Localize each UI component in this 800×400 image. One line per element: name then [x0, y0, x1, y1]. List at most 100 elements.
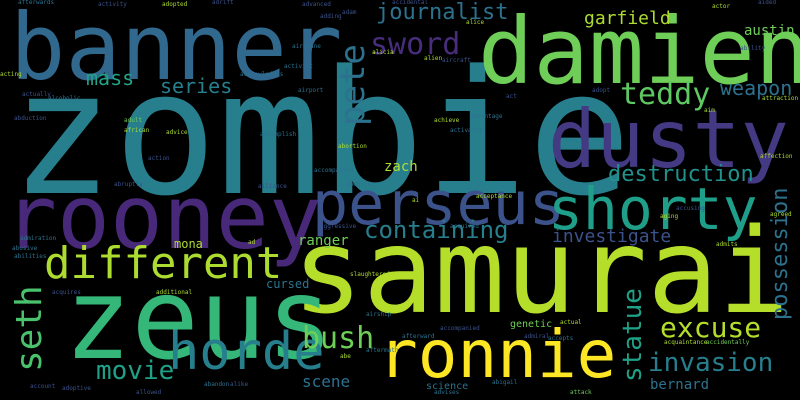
word-accomplish: accomplish: [260, 131, 297, 138]
word-aggressive: aggressive: [320, 223, 357, 230]
word-actual: actual: [560, 319, 582, 326]
word-ranger: ranger: [298, 233, 349, 249]
word-series: series: [160, 74, 233, 98]
word-excuse: excuse: [660, 311, 762, 344]
word-afterwards: afterwards: [18, 0, 55, 6]
word-abusive: abusive: [12, 245, 38, 252]
word-abduction: abduction: [14, 115, 47, 122]
word-account: account: [30, 383, 56, 390]
word-afterward: afterward: [402, 333, 435, 340]
word-horde: horde: [168, 322, 325, 382]
word-zach: zach: [384, 159, 418, 175]
word-activity: activity: [98, 1, 127, 8]
word-rooney: rooney: [4, 166, 322, 269]
word-adopt: adopt: [592, 87, 611, 94]
word-zombie: zombie: [10, 33, 632, 234]
word-advice: advice: [166, 129, 188, 136]
word-acquaintance: acquaintance: [664, 339, 708, 346]
word-aided: aided: [758, 0, 777, 6]
word-abandon: abandon: [204, 381, 230, 388]
word-mona: mona: [174, 237, 203, 251]
word-journalist: journalist: [376, 0, 509, 25]
word-activist: activist: [284, 63, 313, 70]
word-accusing: accusing: [676, 205, 705, 212]
word-adopted: adopted: [162, 1, 188, 8]
word-accidentally: accidentally: [706, 339, 750, 346]
word-actor: actor: [712, 3, 731, 10]
word-sword: sword: [370, 27, 461, 62]
word-advanced: advanced: [302, 1, 331, 8]
word-austin: austin: [744, 23, 795, 39]
word-adoptive: adoptive: [62, 385, 91, 392]
word-movie: movie: [96, 356, 175, 386]
word-accompanies: accompanies: [314, 167, 354, 174]
word-genetic: genetic: [510, 319, 553, 330]
word-acquired: acquired: [450, 223, 479, 230]
word-affection: affection: [760, 153, 793, 160]
word-attraction: attraction: [762, 95, 799, 102]
word-slaughtered: slaughtered: [350, 271, 390, 278]
word-additional: additional: [156, 289, 193, 296]
word-airship: airship: [366, 311, 392, 318]
word-alien: alien: [424, 55, 443, 62]
word-dusty: dusty: [548, 93, 789, 186]
word-alliance: alliance: [258, 183, 287, 190]
word-banner: banner: [10, 0, 343, 101]
word-adding: adding: [320, 13, 342, 20]
word-containing: containing: [364, 216, 509, 244]
word-bush: bush: [302, 321, 375, 356]
word-abilities: abilities: [14, 253, 47, 260]
word-aircraft: aircraft: [442, 57, 471, 64]
word-attack: attack: [570, 389, 592, 396]
word-zeus: zeus: [64, 255, 334, 385]
word-invasion: invasion: [648, 348, 774, 378]
word-possession: possession: [768, 187, 793, 320]
word-abigail: abigail: [492, 379, 518, 386]
word-mass: mass: [86, 66, 135, 90]
word-agreed: agreed: [770, 211, 792, 218]
word-damien: damien: [478, 0, 800, 105]
word-admiration: admiration: [20, 235, 57, 242]
word-accidental: accidental: [392, 0, 429, 6]
word-shorty: shorty: [548, 175, 758, 243]
word-ability: ability: [740, 45, 766, 52]
word-achieve: achieve: [434, 117, 460, 124]
word-abe: abe: [340, 353, 351, 360]
word-advantage: advantage: [470, 113, 503, 120]
word-activates: activates: [450, 127, 483, 134]
word-accepts: accepts: [548, 335, 574, 342]
word-acknowledges: acknowledges: [240, 71, 284, 78]
word-ai: ai: [412, 197, 420, 204]
word-abruptly: abruptly: [114, 181, 143, 188]
word-acceptance: acceptance: [476, 193, 513, 200]
word-adam: adam: [342, 9, 357, 16]
word-adult: adult: [124, 117, 143, 124]
word-action: action: [148, 155, 170, 162]
word-perseus: perseus: [312, 169, 565, 239]
word-teddy: teddy: [620, 77, 711, 112]
word-alcoholic: alcoholic: [48, 95, 81, 102]
word-ad: ad: [248, 239, 256, 246]
word-acting: acting: [0, 71, 22, 78]
word-aftermath: aftermath: [366, 347, 399, 354]
word-scene: scene: [302, 372, 351, 391]
word-african: african: [124, 127, 150, 134]
word-ronnie: ronnie: [378, 316, 617, 393]
word-aging: aging: [660, 213, 679, 220]
word-admiral: admiral: [524, 333, 550, 340]
word-act: act: [506, 93, 517, 100]
word-bernard: bernard: [650, 377, 710, 393]
word-airplane: airplane: [292, 43, 321, 50]
word-different: different: [44, 238, 283, 289]
word-allowed: allowed: [136, 389, 162, 396]
word-seth: seth: [9, 285, 50, 372]
word-science: science: [426, 381, 469, 392]
word-alike: alike: [230, 381, 249, 388]
word-advises: advises: [434, 389, 460, 396]
word-adrift: adrift: [212, 0, 234, 6]
word-actually: actually: [22, 91, 51, 98]
word-aim: aim: [704, 107, 715, 114]
word-alice: alice: [466, 19, 485, 26]
word-alicia: alicia: [372, 49, 394, 56]
